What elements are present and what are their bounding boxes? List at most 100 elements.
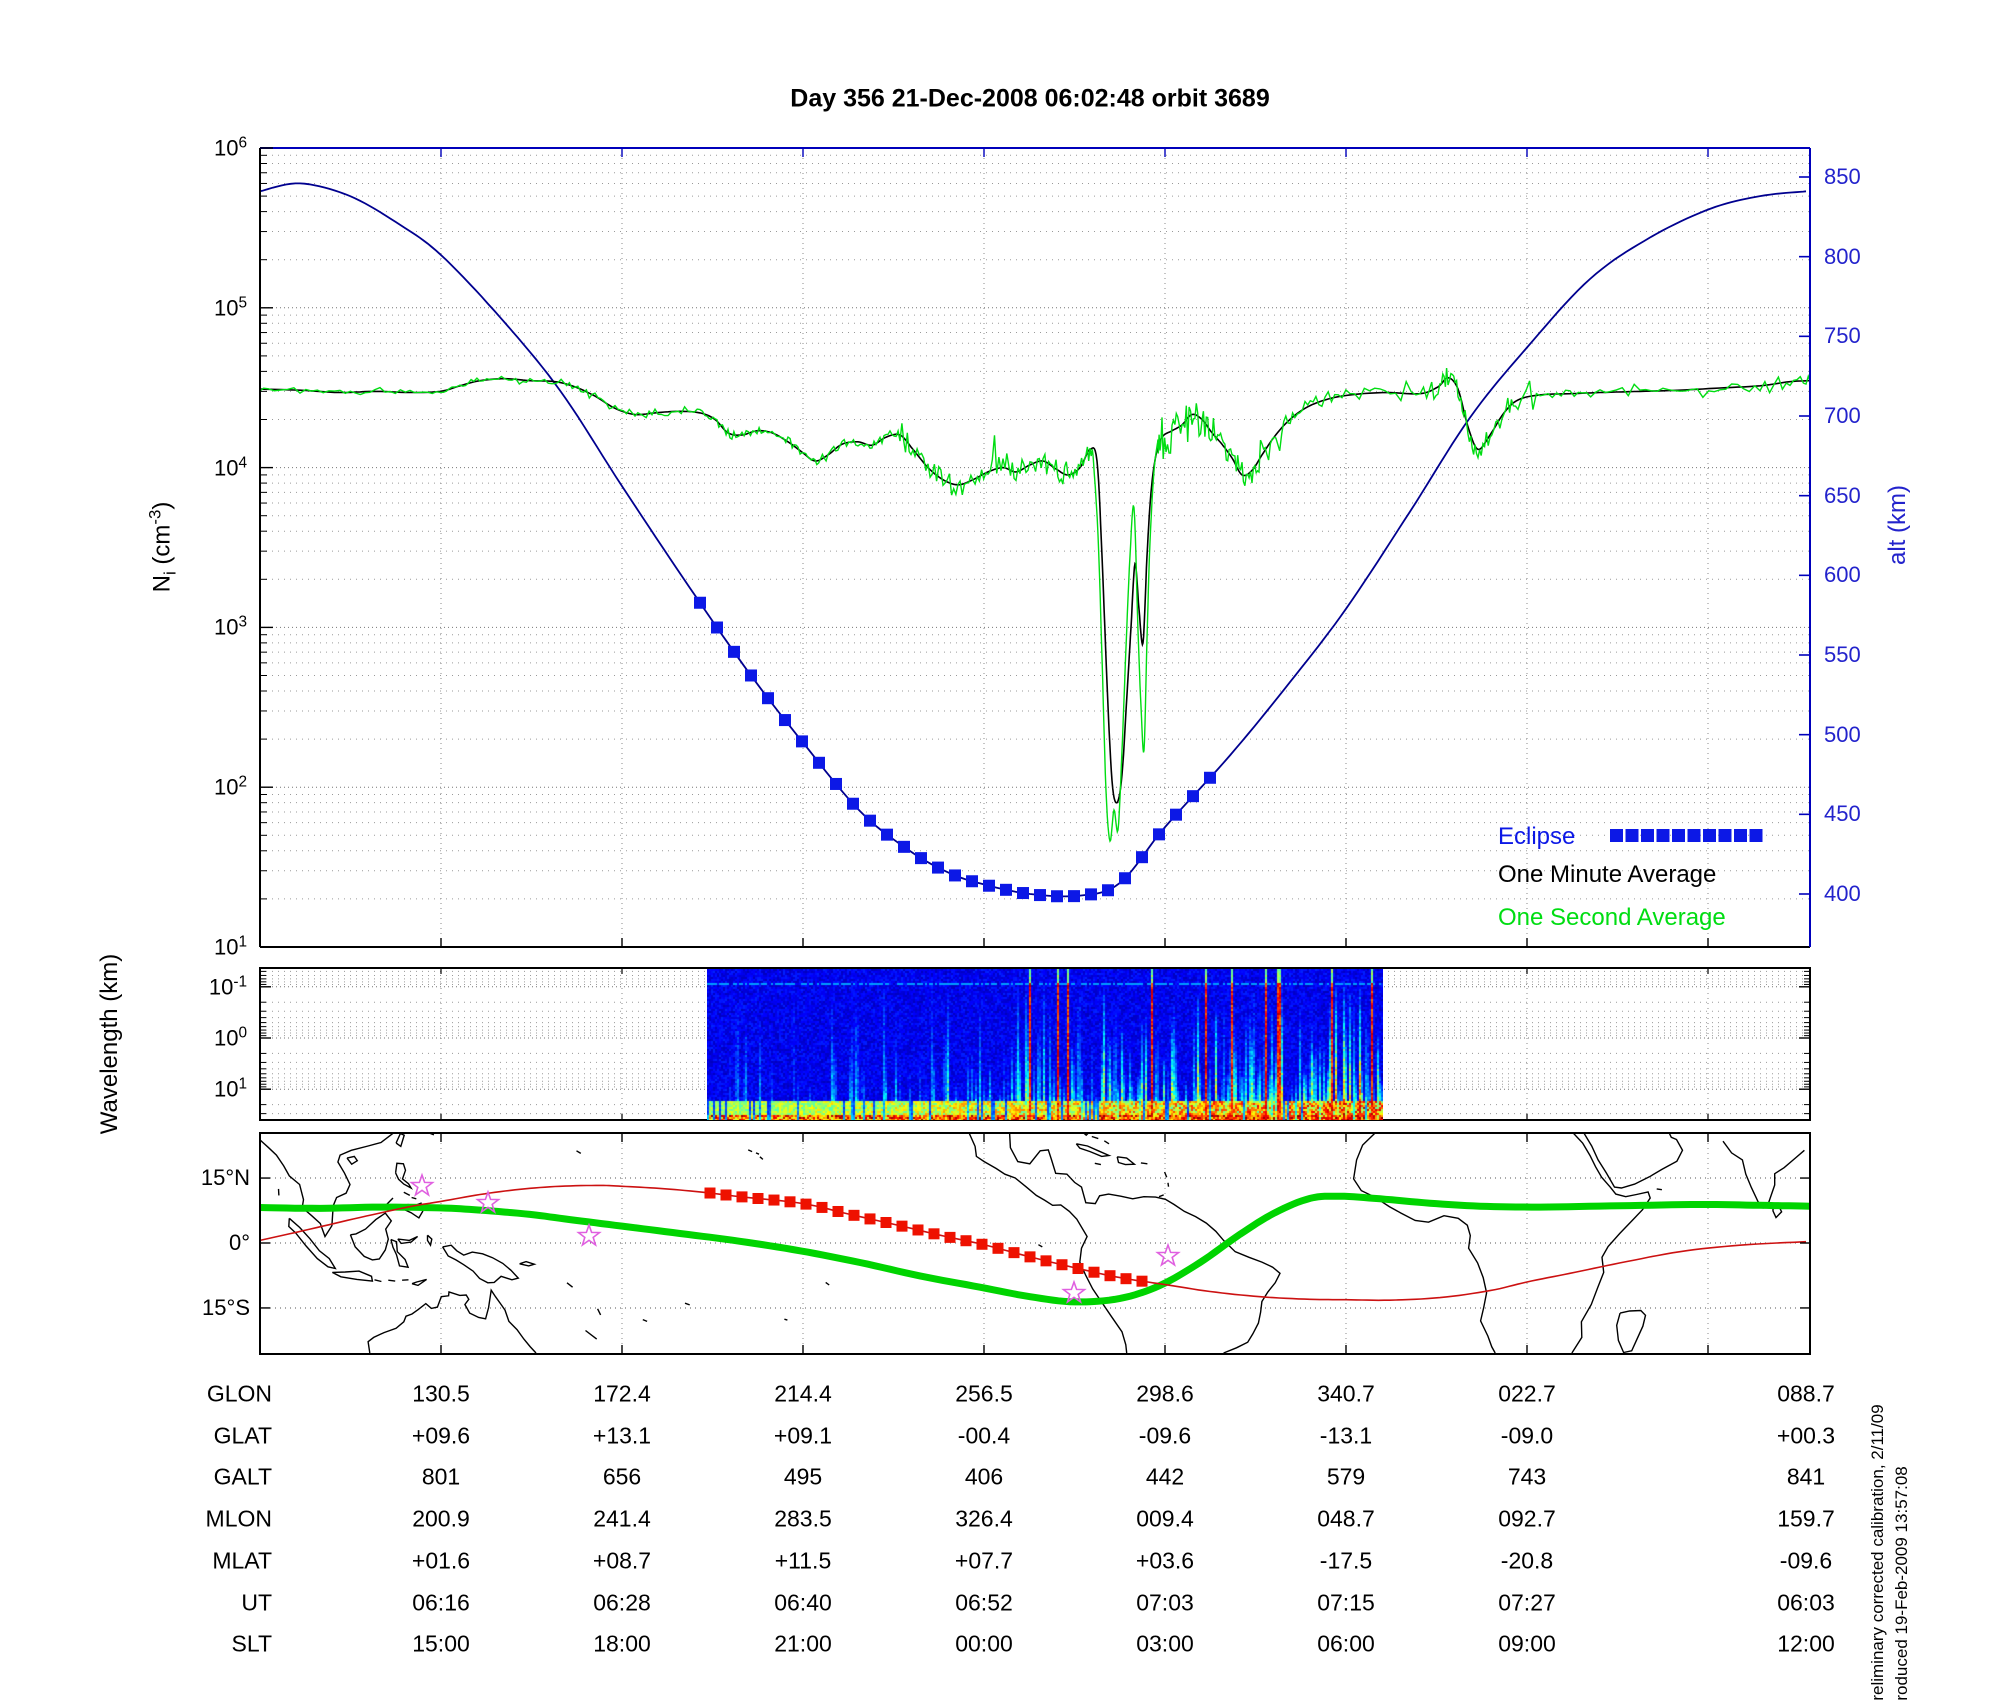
altitude-axis-tick-label: 450 — [1824, 801, 1861, 827]
table-cell: 03:00 — [1136, 1630, 1194, 1657]
altitude-axis-tick-label: 700 — [1824, 403, 1861, 428]
table-cell: 092.7 — [1498, 1505, 1556, 1532]
table-row-label: MLAT — [212, 1547, 272, 1574]
density-panel-curves — [260, 182, 1810, 903]
table-cell: 06:00 — [1317, 1630, 1375, 1657]
table-cell: 159.7 — [1777, 1505, 1835, 1532]
event-star-icon — [576, 1222, 602, 1247]
page-title: Day 356 21-Dec-2008 06:02:48 orbit 3689 — [790, 84, 1270, 113]
table-cell: 256.5 — [955, 1380, 1013, 1407]
density-axis-tick-label: 102 — [213, 773, 247, 800]
table-cell: +07.7 — [954, 1547, 1014, 1574]
table-cell: 18:00 — [593, 1630, 651, 1657]
table-cell: 406 — [964, 1463, 1004, 1490]
table-row-label: MLON — [205, 1505, 272, 1532]
table-cell: +03.6 — [1135, 1547, 1195, 1574]
table-cell: 200.9 — [412, 1505, 470, 1532]
table-cell: 172.4 — [593, 1380, 651, 1407]
density-axis-tick-label: 101 — [213, 933, 247, 960]
table-cell: 09:00 — [1498, 1630, 1556, 1657]
table-cell: 326.4 — [955, 1505, 1013, 1532]
y-axis-label-wavelength: Wavelength (km) — [96, 953, 123, 1135]
table-cell: 130.5 — [412, 1380, 470, 1407]
table-cell: 214.4 — [774, 1380, 832, 1407]
legend-minute-label: One Minute Average — [1498, 861, 1717, 888]
altitude-axis-tick-label: 650 — [1824, 482, 1861, 508]
note-produced: Produced 19-Feb-2009 13:57:08 — [1892, 1466, 1911, 1700]
y-axis-label-altitude: alt (km) — [1884, 485, 1911, 565]
density-axis-tick-label: 103 — [213, 613, 247, 641]
table-row-label: GALT — [213, 1463, 272, 1490]
table-cell: 283.5 — [774, 1505, 832, 1532]
map-latitude-tick-label: 15°N — [200, 1165, 250, 1191]
altitude-axis-tick-label: 800 — [1824, 243, 1861, 269]
legend-second-label: One Second Average — [1498, 904, 1726, 931]
table-cell: 07:15 — [1317, 1589, 1375, 1615]
altitude-axis-tick-label: 600 — [1824, 562, 1861, 588]
table-row-label: UT — [241, 1589, 272, 1615]
density-axis-tick-label: 106 — [213, 134, 247, 161]
table-cell: -17.5 — [1319, 1547, 1373, 1574]
table-cell: -00.4 — [957, 1422, 1011, 1449]
table-cell: 298.6 — [1136, 1380, 1194, 1407]
altitude-axis-tick-label: 850 — [1824, 164, 1861, 189]
altitude-axis-tick-label: 400 — [1824, 881, 1861, 906]
table-cell: -09.6 — [1138, 1422, 1192, 1449]
table-cell: 06:28 — [593, 1589, 651, 1615]
event-star-icon — [1155, 1242, 1181, 1267]
table-cell: 442 — [1145, 1463, 1185, 1490]
legend-eclipse-label: Eclipse — [1498, 823, 1576, 850]
table-cell: 07:27 — [1498, 1589, 1556, 1615]
map-content — [260, 1133, 1810, 1354]
table-cell: +13.1 — [592, 1422, 652, 1449]
table-cell: 495 — [783, 1463, 823, 1490]
density-axis-tick-label: 104 — [213, 453, 247, 481]
eclipse-markers — [694, 596, 1216, 903]
map-latitude-tick-label: 15°S — [202, 1294, 250, 1320]
table-cell: 743 — [1507, 1463, 1547, 1490]
table-cell: +09.1 — [773, 1422, 833, 1449]
table-cell: 801 — [421, 1463, 461, 1490]
one-second-average-curve — [260, 368, 1810, 843]
table-row-label: GLAT — [213, 1422, 272, 1449]
table-cell: +08.7 — [592, 1547, 652, 1574]
table-cell: 12:00 — [1777, 1630, 1835, 1657]
magnetic-equator-line — [260, 1192, 1810, 1306]
table-cell: 06:52 — [955, 1589, 1013, 1615]
wavelength-axis-tick-label: 100 — [213, 1024, 247, 1051]
table-cell: +00.3 — [1776, 1422, 1836, 1449]
table-cell: 009.4 — [1136, 1505, 1194, 1532]
table-cell: 06:16 — [412, 1589, 470, 1615]
table-cell: +01.6 — [411, 1547, 471, 1574]
table-row-label: GLON — [206, 1380, 272, 1407]
table-cell: -20.8 — [1500, 1547, 1554, 1574]
event-star-icon — [475, 1189, 501, 1214]
table-cell: +09.6 — [411, 1422, 471, 1449]
map-eclipse-markers — [704, 1187, 1148, 1287]
altitude-curve — [260, 182, 1807, 898]
map-latitude-tick-label: 0° — [228, 1230, 250, 1255]
wavelength-axis-tick-label: 101 — [213, 1075, 247, 1102]
panel-frames — [259, 147, 1811, 1355]
table-cell: 21:00 — [774, 1630, 832, 1657]
table-cell: 241.4 — [593, 1505, 651, 1532]
altitude-axis-tick-label: 550 — [1824, 642, 1861, 667]
eclipse-marker-squares — [1610, 829, 1763, 842]
table-cell: -09.0 — [1500, 1422, 1554, 1449]
table-cell: -13.1 — [1319, 1422, 1373, 1449]
event-star-icon — [409, 1172, 435, 1197]
table-cell: 06:40 — [774, 1589, 832, 1615]
altitude-axis-tick-label: 500 — [1824, 721, 1861, 747]
table-cell: 088.7 — [1777, 1380, 1835, 1407]
density-axis-tick-label: 105 — [213, 294, 247, 321]
table-cell: 048.7 — [1317, 1505, 1375, 1532]
y-axis-label-density: Ni (cm-3) — [145, 501, 180, 593]
table-cell: 00:00 — [955, 1630, 1013, 1657]
table-cell: 579 — [1326, 1463, 1366, 1490]
table-cell: -09.6 — [1779, 1547, 1833, 1574]
table-cell: 06:03 — [1777, 1589, 1835, 1615]
table-row-label: SLT — [231, 1630, 272, 1657]
altitude-axis-tick-label: 750 — [1824, 323, 1861, 349]
table-cell: 07:03 — [1136, 1589, 1194, 1615]
